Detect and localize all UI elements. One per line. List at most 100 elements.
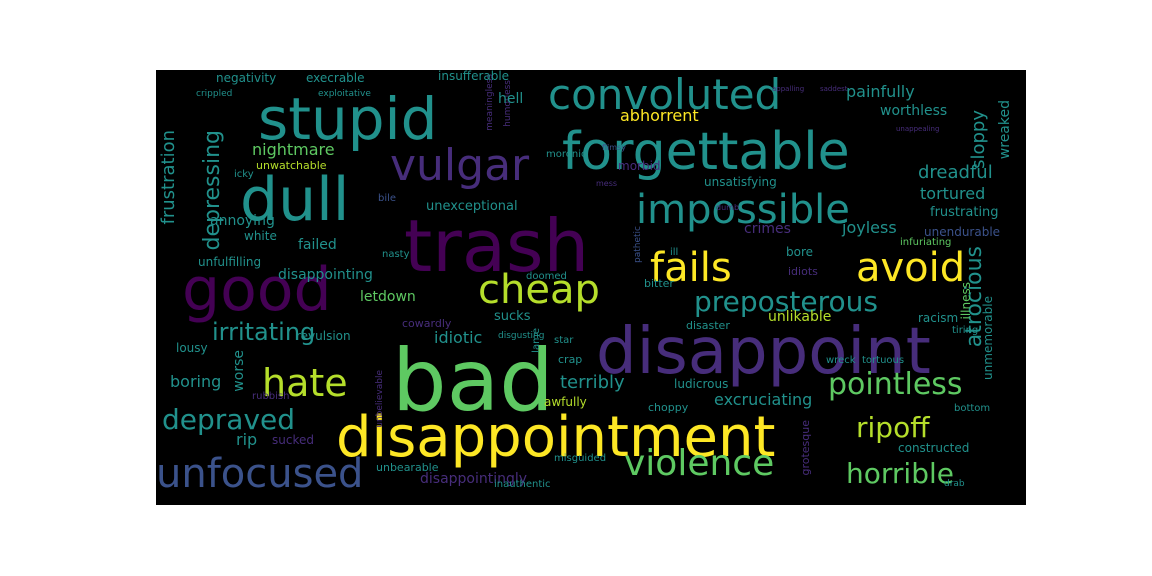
word: white — [244, 229, 277, 243]
word: rubbish — [252, 391, 290, 402]
word: tiring — [952, 325, 979, 336]
word: crap — [558, 353, 583, 366]
word: idiots — [788, 265, 818, 278]
word: crimes — [744, 221, 791, 237]
word: unfocused — [156, 451, 364, 497]
word: crippled — [196, 89, 233, 99]
word: grotesque — [799, 420, 812, 476]
word: disappointing — [278, 267, 373, 283]
word: unfulfilling — [198, 255, 262, 269]
word: depressing — [200, 130, 225, 251]
word: drab — [944, 479, 965, 489]
word: bitter — [644, 277, 674, 290]
word: moronic — [546, 149, 587, 160]
word: appalling — [772, 85, 805, 93]
word: unbearable — [376, 461, 439, 474]
word: star — [554, 335, 574, 346]
word: cheap — [478, 267, 600, 313]
word: flimsy — [602, 143, 626, 152]
word: unwatchable — [256, 159, 327, 172]
word: dreadful — [918, 162, 993, 183]
word: bad — [392, 331, 554, 431]
word: trash — [404, 204, 590, 288]
word: negativity — [216, 71, 277, 85]
word: irritating — [212, 318, 316, 346]
word: unappealing — [896, 125, 940, 133]
word: illness — [959, 282, 973, 320]
word: exploitative — [318, 89, 371, 99]
word: insufferable — [438, 70, 510, 83]
word: hate — [262, 361, 348, 405]
word: avoid — [856, 245, 966, 291]
word: nightmare — [252, 140, 335, 159]
word: wreaked — [997, 100, 1013, 160]
word: unlikable — [768, 309, 832, 325]
word: letdown — [360, 289, 416, 305]
word: racism — [918, 311, 959, 325]
word: tortured — [920, 184, 986, 203]
word: preposterous — [694, 285, 878, 318]
word: failed — [298, 237, 337, 253]
word: lousy — [176, 341, 208, 355]
word: joyless — [842, 218, 897, 237]
word: abhorrent — [620, 106, 699, 125]
word: bottom — [954, 403, 991, 414]
word: awfully — [544, 395, 587, 409]
word: terribly — [560, 372, 625, 393]
word: ill — [670, 247, 679, 258]
word: rip — [236, 430, 258, 449]
word: painfully — [846, 82, 915, 101]
word: mess — [596, 179, 618, 188]
word: frustration — [158, 130, 179, 225]
word: annoying — [210, 213, 275, 229]
word: boring — [170, 372, 222, 391]
word: violence — [624, 443, 775, 484]
word: constructed — [898, 441, 970, 455]
word: stupid — [258, 85, 438, 153]
word: icky — [234, 169, 254, 180]
word: sloppy — [968, 110, 989, 169]
word: hell — [498, 91, 524, 107]
word: bore — [786, 245, 814, 259]
word: bile — [378, 193, 397, 204]
word: morbid — [618, 159, 661, 173]
word: misguided — [554, 453, 607, 464]
word: disaster — [686, 319, 730, 332]
word: ripoff — [856, 411, 930, 444]
word: dumb — [716, 203, 740, 212]
word: execrable — [306, 71, 365, 85]
word: unmemorable — [981, 296, 995, 380]
word: disappoint — [596, 315, 931, 389]
word: good — [182, 255, 332, 325]
word: pathetic — [633, 226, 643, 263]
word: unendurable — [924, 225, 1001, 239]
word: doomed — [526, 271, 567, 282]
word: disgusting — [498, 331, 545, 341]
word: convoluted — [548, 70, 782, 119]
word: frustrating — [930, 205, 999, 220]
word: nasty — [382, 249, 410, 260]
word: dull — [240, 165, 350, 235]
word: choppy — [648, 401, 689, 414]
word: revulsion — [296, 329, 351, 343]
word: idiotic — [434, 328, 483, 347]
word: saddest — [820, 85, 848, 93]
word: tortuous — [862, 355, 905, 366]
word: excruciating — [714, 390, 813, 409]
word: vulgar — [390, 140, 530, 191]
word: forgettable — [562, 122, 850, 182]
word: worthless — [880, 103, 948, 119]
word: fails — [650, 245, 732, 291]
word: sucked — [272, 433, 314, 447]
word: sucks — [494, 309, 531, 324]
word: unexceptional — [426, 199, 518, 214]
word: infuriating — [900, 237, 952, 248]
word: disappointingly — [420, 471, 528, 487]
word: unbelievable — [375, 370, 385, 428]
word: disappointment — [336, 405, 776, 470]
word: pointless — [828, 367, 963, 402]
word: ludicrous — [674, 377, 729, 391]
word-cloud: bad disappointment trash disappoint good… — [156, 70, 1026, 505]
word: worse — [231, 350, 247, 392]
word: wreck — [826, 355, 856, 366]
